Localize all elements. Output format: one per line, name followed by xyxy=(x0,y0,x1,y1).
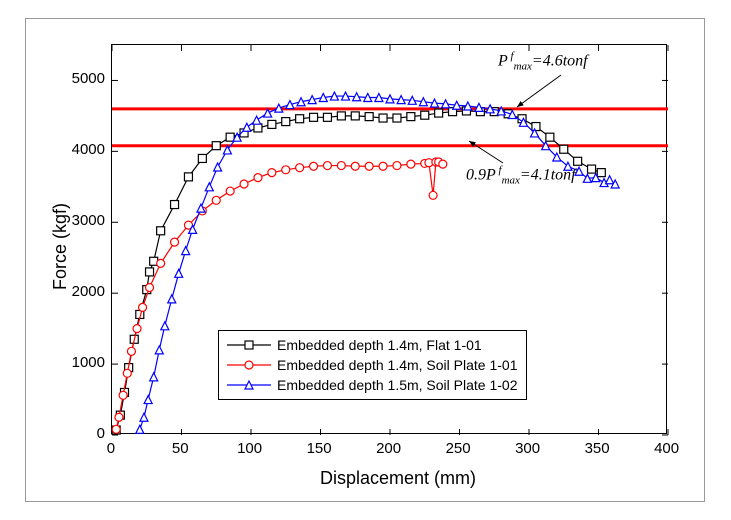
x-tick-label: 300 xyxy=(515,440,540,457)
x-axis-label: Displacement (mm) xyxy=(320,468,476,489)
y-tick-label: 0 xyxy=(97,425,105,442)
legend-swatch xyxy=(227,358,271,372)
y-tick-label: 3000 xyxy=(72,212,105,229)
legend-row: Embedded depth 1.4m, Soil Plate 1-01 xyxy=(227,355,518,375)
x-tick-label: 350 xyxy=(585,440,610,457)
annotation-label: 0.9P fmax=4.1tonf xyxy=(466,164,576,187)
y-tick-label: 2000 xyxy=(72,283,105,300)
annotation-label: P fmax=4.6tonf xyxy=(498,50,588,73)
x-tick-label: 200 xyxy=(376,440,401,457)
y-tick-label: 4000 xyxy=(72,141,105,158)
y-axis-label: Force (kgf) xyxy=(50,203,71,290)
x-tick-label: 150 xyxy=(307,440,332,457)
y-tick-label: 1000 xyxy=(72,354,105,371)
legend: Embedded depth 1.4m, Flat 1-01 Embedded d… xyxy=(218,330,527,400)
x-tick-label: 50 xyxy=(172,440,189,457)
x-tick-label: 400 xyxy=(654,440,679,457)
legend-label: Embedded depth 1.4m, Soil Plate 1-01 xyxy=(277,357,518,373)
x-tick-label: 250 xyxy=(446,440,471,457)
x-tick-label: 100 xyxy=(237,440,262,457)
legend-label: Embedded depth 1.4m, Flat 1-01 xyxy=(277,337,482,353)
legend-swatch xyxy=(227,338,271,352)
legend-row: Embedded depth 1.5m, Soil Plate 1-02 xyxy=(227,375,518,395)
legend-label: Embedded depth 1.5m, Soil Plate 1-02 xyxy=(277,377,518,393)
y-tick-label: 5000 xyxy=(72,70,105,87)
legend-swatch xyxy=(227,378,271,392)
x-tick-label: 0 xyxy=(107,440,115,457)
legend-row: Embedded depth 1.4m, Flat 1-01 xyxy=(227,335,518,355)
